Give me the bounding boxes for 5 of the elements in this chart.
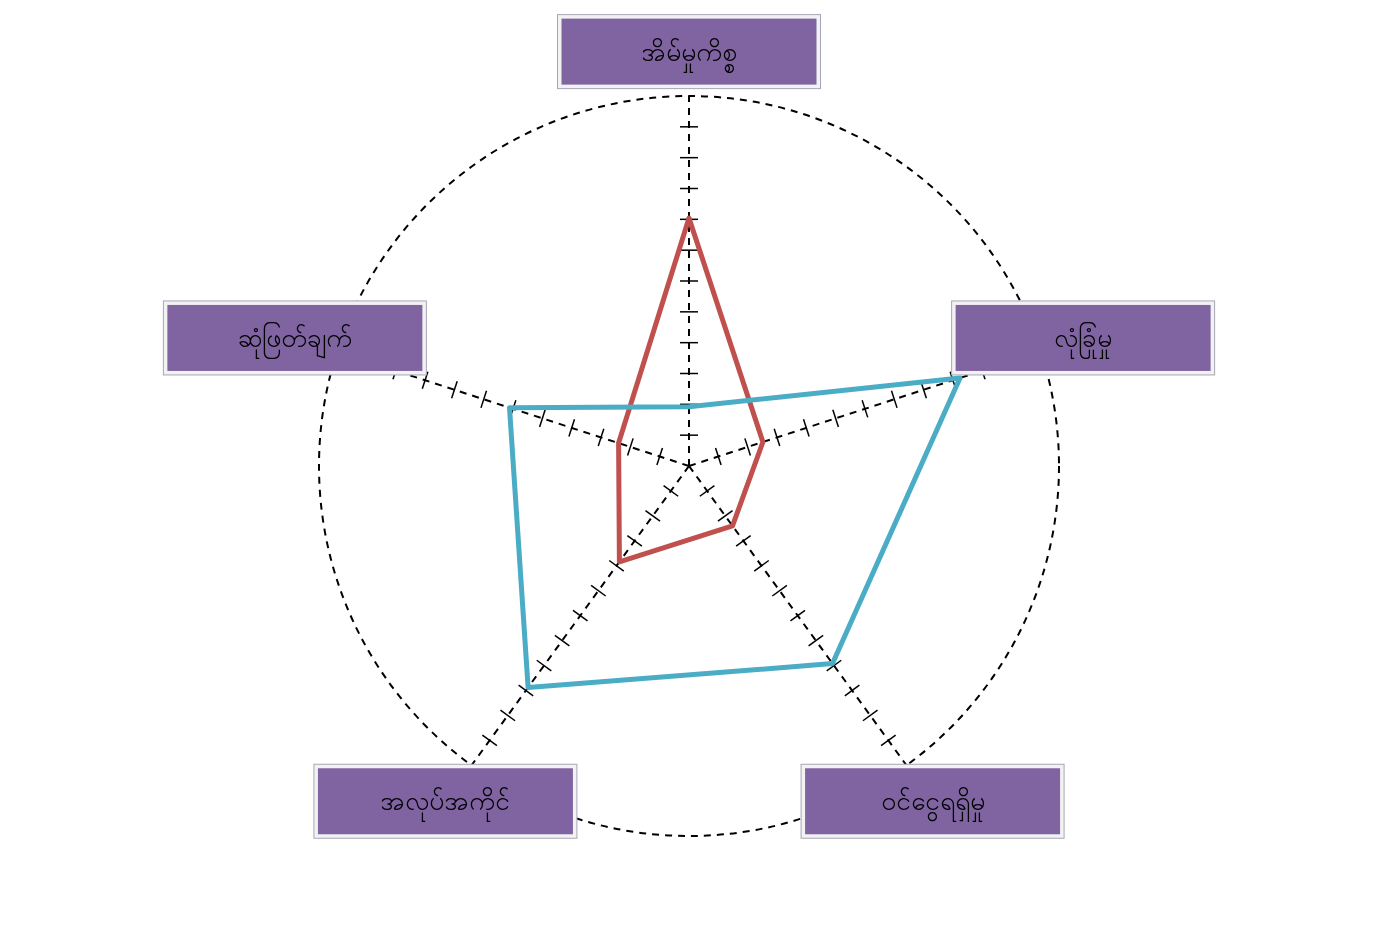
spoke-label: အလုပ်အကိုင် <box>380 786 511 823</box>
spoke-label: ဆုံဖြတ်ချက် <box>237 320 352 359</box>
spoke-label: ဝင်ငွေရရှိမှု <box>880 786 985 823</box>
spoke-label: အိမ်မှုကိစ္စ <box>641 36 737 73</box>
spoke-label: လုံခြုံမှု <box>1054 320 1113 359</box>
